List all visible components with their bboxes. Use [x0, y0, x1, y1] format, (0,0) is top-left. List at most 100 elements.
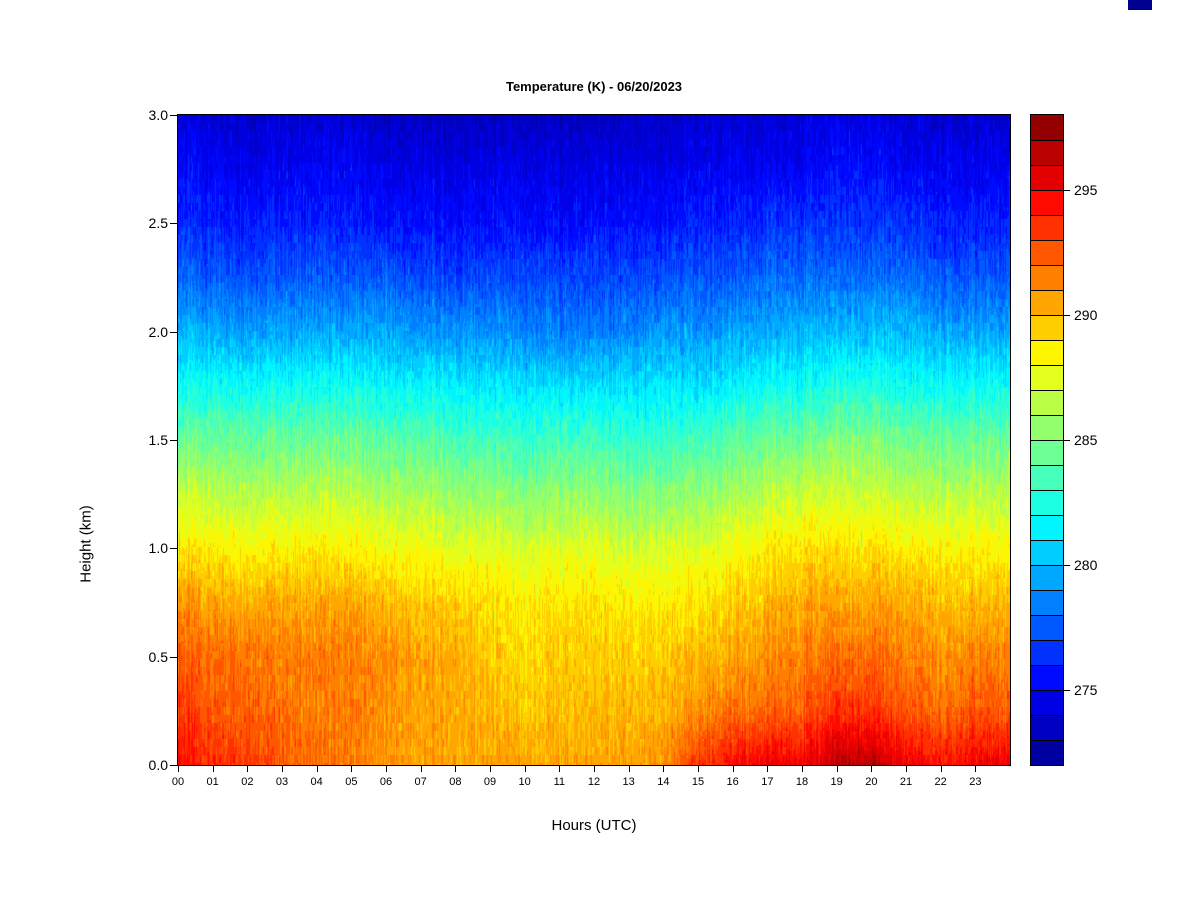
colorbar-tick-label: 280 — [1074, 557, 1098, 573]
colorbar-block — [1031, 265, 1063, 290]
x-tick-mark — [282, 766, 283, 772]
x-tick-mark — [975, 766, 977, 772]
colorbar-block — [1031, 715, 1063, 740]
x-tick-mark — [420, 766, 422, 772]
x-tick-mark — [316, 766, 318, 772]
x-tick-mark — [594, 766, 595, 772]
x-tick-label: 00 — [171, 776, 185, 788]
colorbar-block — [1031, 740, 1063, 765]
y-tick-mark — [170, 656, 177, 658]
x-tick-mark — [698, 766, 699, 772]
colorbar-tick-mark — [1064, 690, 1070, 691]
colorbar-block — [1031, 490, 1063, 515]
y-tick-mark — [170, 331, 177, 333]
colorbar-block — [1031, 540, 1063, 565]
colorbar-block — [1031, 565, 1063, 590]
x-tick-mark — [663, 766, 665, 772]
x-tick-label: 23 — [969, 776, 982, 788]
y-tick-label: 2.0 — [148, 323, 168, 340]
plot-frame — [177, 114, 1011, 766]
y-tick-mark — [170, 440, 177, 441]
y-tick-label: 2.5 — [148, 215, 168, 232]
x-tick-label: 22 — [934, 776, 947, 788]
y-tick-label: 0.5 — [148, 648, 168, 665]
x-tick-mark — [212, 766, 214, 772]
x-tick-mark — [871, 766, 873, 772]
colorbar-block — [1031, 440, 1063, 465]
y-tick-label: 1.5 — [148, 432, 168, 448]
colorbar-block — [1031, 215, 1063, 240]
y-tick-mark — [170, 115, 177, 116]
x-tick-label: 09 — [483, 776, 497, 788]
colorbar-block — [1031, 590, 1063, 615]
x-tick-mark — [178, 766, 179, 772]
colorbar-block — [1031, 515, 1063, 540]
x-tick-label: 05 — [345, 776, 358, 788]
y-tick-label: 1.0 — [148, 540, 168, 557]
colorbar — [1030, 114, 1064, 766]
x-tick-mark — [940, 766, 942, 772]
colorbar-block — [1031, 390, 1063, 415]
x-tick-mark — [455, 766, 457, 772]
chart-title: Temperature (K) - 06/20/2023 — [505, 79, 683, 94]
x-tick-label: 12 — [587, 776, 601, 788]
colorbar-tick-mark — [1064, 440, 1070, 441]
colorbar-tick-label: 290 — [1074, 307, 1098, 323]
colorbar-block — [1031, 290, 1063, 315]
colorbar-block — [1031, 465, 1063, 490]
colorbar-tick-mark — [1064, 190, 1070, 191]
x-tick-label: 15 — [691, 776, 705, 788]
colorbar-tick-label: 275 — [1074, 682, 1098, 698]
colorbar-block — [1031, 690, 1063, 715]
x-tick-mark — [559, 766, 561, 772]
y-tick-label: 0.0 — [148, 757, 168, 773]
x-tick-label: 01 — [206, 776, 219, 788]
x-axis-label: Hours (UTC) — [551, 817, 637, 834]
x-tick-label: 16 — [726, 776, 739, 788]
colorbar-block — [1031, 240, 1063, 265]
colorbar-block — [1031, 415, 1063, 440]
x-tick-label: 08 — [449, 776, 462, 788]
colorbar-block — [1031, 315, 1063, 340]
x-tick-label: 19 — [830, 776, 843, 788]
y-axis-label: Height (km) — [77, 505, 95, 583]
colorbar-block — [1031, 190, 1063, 215]
x-tick-mark — [524, 766, 526, 772]
x-tick-label: 03 — [275, 776, 289, 788]
x-tick-mark — [490, 766, 491, 772]
colorbar-tick-mark — [1064, 565, 1070, 566]
y-tick-mark — [170, 765, 177, 766]
x-tick-label: 02 — [241, 776, 254, 788]
x-tick-mark — [247, 766, 249, 772]
colorbar-tick-mark — [1064, 315, 1070, 316]
corner-mark — [1128, 0, 1152, 10]
x-tick-mark — [802, 766, 803, 772]
colorbar-block — [1031, 365, 1063, 390]
y-tick-mark — [170, 223, 177, 225]
x-tick-mark — [906, 766, 907, 772]
x-tick-mark — [732, 766, 734, 772]
x-tick-label: 13 — [622, 776, 635, 788]
x-tick-mark — [836, 766, 838, 772]
colorbar-block — [1031, 640, 1063, 665]
x-tick-mark — [767, 766, 769, 772]
x-tick-label: 06 — [379, 776, 393, 788]
heatmap-canvas — [178, 115, 1010, 765]
x-tick-label: 20 — [865, 776, 878, 788]
x-tick-label: 04 — [310, 776, 323, 788]
x-tick-label: 17 — [761, 776, 774, 788]
x-tick-mark — [351, 766, 353, 772]
x-tick-label: 18 — [795, 776, 809, 788]
colorbar-block — [1031, 665, 1063, 690]
colorbar-block — [1031, 340, 1063, 365]
colorbar-block — [1031, 140, 1063, 165]
y-tick-label: 3.0 — [148, 107, 168, 123]
x-tick-label: 21 — [899, 776, 913, 788]
x-tick-label: 11 — [553, 776, 566, 788]
colorbar-block — [1031, 165, 1063, 190]
y-tick-mark — [170, 548, 177, 550]
x-tick-label: 07 — [414, 776, 427, 788]
colorbar-block — [1031, 115, 1063, 140]
colorbar-tick-label: 295 — [1074, 182, 1098, 198]
colorbar-tick-label: 285 — [1074, 432, 1098, 448]
